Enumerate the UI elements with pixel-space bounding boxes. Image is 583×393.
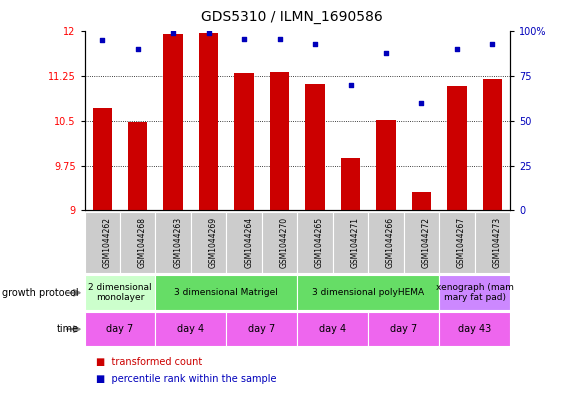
Text: 2 dimensional
monolayer: 2 dimensional monolayer [88,283,152,303]
Text: time: time [57,324,79,334]
Bar [297,312,368,346]
Point [168,30,178,37]
Point [97,37,107,44]
Bar [368,212,404,273]
Text: 3 dimensional polyHEMA: 3 dimensional polyHEMA [312,288,424,297]
Text: GSM1044270: GSM1044270 [280,217,289,268]
Bar [376,119,396,210]
Text: GSM1044271: GSM1044271 [350,217,360,268]
Bar [156,312,226,346]
Bar [333,212,368,273]
Bar [403,212,439,273]
Bar [199,33,219,210]
Text: 3 dimensional Matrigel: 3 dimensional Matrigel [174,288,278,297]
Bar [297,275,439,310]
Bar [412,192,431,210]
Bar [368,312,439,346]
Text: day 4: day 4 [319,324,346,334]
Bar [439,312,510,346]
Bar [226,312,297,346]
Bar [191,212,226,273]
Bar [341,158,360,210]
Text: GSM1044269: GSM1044269 [209,217,217,268]
Text: day 4: day 4 [177,324,205,334]
Bar [163,35,183,210]
Text: GSM1044268: GSM1044268 [138,217,147,268]
Point [310,41,319,47]
Text: day 43: day 43 [458,324,491,334]
Text: ■  transformed count: ■ transformed count [96,356,202,367]
Bar [85,212,120,273]
Text: GSM1044265: GSM1044265 [315,217,324,268]
Text: ■  percentile rank within the sample: ■ percentile rank within the sample [96,374,277,384]
Text: GSM1044267: GSM1044267 [457,217,466,268]
Text: xenograph (mam
mary fat pad): xenograph (mam mary fat pad) [436,283,514,303]
Bar [156,275,297,310]
Text: GDS5310 / ILMN_1690586: GDS5310 / ILMN_1690586 [201,10,382,24]
Bar [297,212,333,273]
Point [488,41,497,47]
Bar [439,212,475,273]
Bar [128,122,147,210]
Bar [305,84,325,210]
Point [204,30,213,37]
Bar [483,79,502,210]
Text: day 7: day 7 [390,324,417,334]
Point [417,100,426,106]
Bar [93,108,112,210]
Bar [85,275,156,310]
Bar [262,212,297,273]
Bar [234,73,254,210]
Bar [439,275,510,310]
Point [346,82,355,88]
Bar [85,312,156,346]
Text: GSM1044263: GSM1044263 [173,217,182,268]
Text: GSM1044262: GSM1044262 [102,217,111,268]
Text: GSM1044273: GSM1044273 [493,217,501,268]
Text: day 7: day 7 [248,324,276,334]
Text: GSM1044264: GSM1044264 [244,217,253,268]
Text: GSM1044272: GSM1044272 [422,217,430,268]
Bar [475,212,510,273]
Point [133,46,142,52]
Text: growth protocol: growth protocol [2,288,79,298]
Bar [120,212,156,273]
Bar [226,212,262,273]
Point [452,46,462,52]
Point [381,50,391,56]
Point [240,35,249,42]
Bar [270,72,289,210]
Point [275,35,285,42]
Text: GSM1044266: GSM1044266 [386,217,395,268]
Bar [156,212,191,273]
Text: day 7: day 7 [106,324,134,334]
Bar [447,86,466,210]
